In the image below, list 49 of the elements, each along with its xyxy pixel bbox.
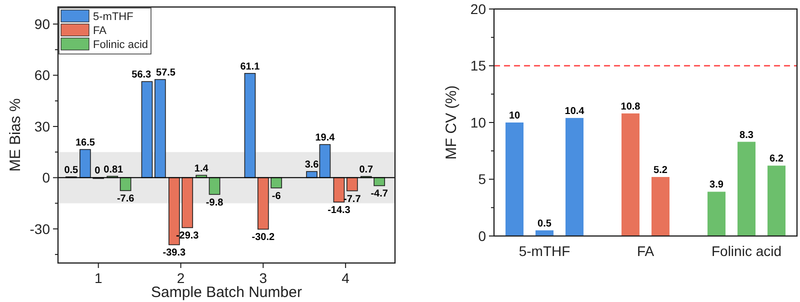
- y-tick-label: 5: [478, 171, 486, 188]
- y-axis-title: MF CV (%): [443, 85, 460, 160]
- legend-label: FA: [93, 24, 108, 37]
- data-label: -6: [272, 190, 282, 202]
- data-label: 3.6: [304, 160, 320, 171]
- y-tick-label: 20: [470, 0, 486, 17]
- data-label: 1.4: [194, 163, 209, 174]
- data-label: 56.3: [132, 70, 152, 81]
- data-label: 16.5: [75, 138, 96, 149]
- x-tick-label: Folinic acid: [711, 243, 782, 259]
- y-tick-label: 30: [34, 118, 50, 134]
- data-label: 3.9: [710, 180, 724, 191]
- data-label: -4.7: [370, 188, 388, 200]
- legend-label: Folinic acid: [93, 38, 148, 51]
- data-label: 57.5: [156, 68, 176, 79]
- data-label: -14.3: [328, 205, 351, 216]
- x-tick-label: 5-mTHF: [518, 243, 570, 259]
- data-label: 10: [508, 110, 520, 122]
- data-label: -39.3: [162, 248, 186, 259]
- data-label: -30.2: [252, 232, 275, 244]
- data-label: 0.5: [538, 218, 552, 230]
- x-tick-label: 2: [176, 270, 185, 286]
- data-label: 0.7: [359, 164, 374, 176]
- data-label: 0: [94, 166, 101, 177]
- x-axis-title: Sample Batch Number: [151, 284, 302, 301]
- data-label: 10.8: [620, 101, 641, 112]
- legend-label: 5-mTHF: [93, 10, 134, 23]
- y-tick-label: 0: [42, 170, 50, 186]
- y-tick-label: 60: [34, 67, 50, 84]
- data-label: -7.6: [116, 194, 135, 205]
- data-label: 0.81: [104, 164, 124, 176]
- data-label: 8.3: [740, 130, 754, 141]
- data-label: 19.4: [315, 132, 336, 144]
- data-label: -9.8: [206, 197, 224, 208]
- y-axis-title: ME Bias %: [7, 98, 24, 172]
- y-tick-label: 90: [34, 16, 50, 32]
- y-tick-label: 10: [470, 114, 486, 130]
- data-label: 6.2: [770, 154, 784, 165]
- y-tick-label: 15: [470, 58, 486, 74]
- x-tick-label: 1: [94, 270, 102, 286]
- data-label: 61.1: [240, 61, 260, 72]
- data-label: 0.5: [64, 164, 79, 176]
- x-tick-label: 4: [342, 270, 350, 286]
- x-tick-label: FA: [636, 243, 655, 259]
- y-tick-label: 0: [478, 228, 486, 244]
- y-tick-label: -30: [30, 220, 50, 237]
- data-label: 5.2: [654, 164, 668, 176]
- data-label: 10.4: [564, 106, 585, 117]
- x-tick-label: 3: [259, 270, 268, 286]
